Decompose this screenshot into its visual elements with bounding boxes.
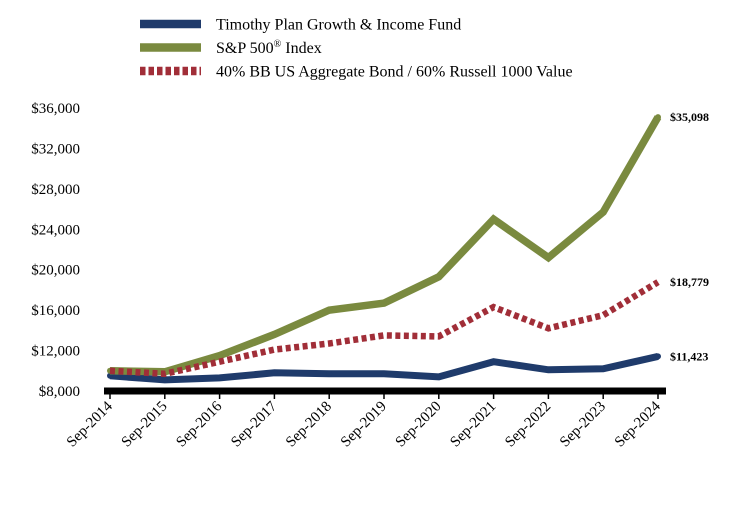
data-point: [545, 366, 552, 373]
data-label-40-bb-us-aggregate-bond-60-russell-1000-value: $18,779: [670, 275, 709, 289]
y-tick-label: $8,000: [39, 384, 80, 400]
y-tick-label: $36,000: [31, 101, 80, 117]
x-tick-label: Sep-2019: [338, 399, 390, 451]
y-tick-label: $24,000: [31, 222, 80, 238]
x-tick-label: Sep-2017: [228, 398, 280, 450]
data-point: [326, 341, 332, 347]
data-point: [655, 279, 661, 285]
data-point: [381, 332, 387, 338]
data-point: [655, 353, 661, 360]
x-tick-label: Sep-2018: [283, 399, 335, 451]
legend-label-part: Index: [281, 40, 321, 57]
x-tick-label: Sep-2023: [557, 399, 609, 451]
data-labels: $11,423 $35,098 $18,779: [670, 110, 709, 363]
x-tick-label: Sep-2021: [447, 399, 499, 451]
data-point: [655, 114, 661, 121]
data-point: [271, 347, 277, 353]
data-point: [216, 374, 223, 381]
data-point: [216, 352, 223, 359]
data-point: [107, 368, 113, 374]
data-point: [435, 373, 442, 380]
data-point: [161, 376, 168, 383]
data-label-timothy-plan-growth-income-fund: $11,423: [670, 349, 708, 363]
legend-entry-blended-benchmark: 40% BB US Aggregate Bond / 60% Russell 1…: [140, 64, 573, 81]
series-s-p-500-index: [107, 114, 662, 376]
y-tick-label: $32,000: [31, 141, 80, 157]
data-point: [435, 273, 442, 280]
legend-entry-sp500: S&P 500® Index: [140, 39, 322, 57]
data-point: [326, 307, 333, 314]
data-point: [600, 209, 607, 216]
y-tick-label: $20,000: [31, 263, 80, 279]
series-timothy-plan-growth-income-fund: [107, 352, 661, 384]
data-point: [545, 325, 551, 331]
x-tick-label: Sep-2020: [393, 399, 445, 451]
data-point: [545, 254, 552, 261]
x-tick-label: Sep-2016: [173, 398, 225, 450]
data-point: [381, 370, 387, 377]
data-point: [600, 312, 606, 318]
data-point: [271, 331, 278, 338]
data-point: [436, 333, 442, 339]
legend-label-part: S&P 500: [216, 40, 274, 57]
x-tick-label: Sep-2014: [64, 398, 116, 450]
series-group: [107, 114, 662, 384]
data-point: [217, 359, 223, 365]
data-label-s-p-500-index: $35,098: [670, 110, 709, 124]
y-tick-label: $28,000: [31, 182, 80, 198]
data-point: [490, 358, 497, 365]
x-tick-label: Sep-2015: [119, 399, 171, 451]
series-line-40-bb-us-aggregate-bond-60-russell-1000-value: [109, 279, 660, 378]
y-tick-label: $16,000: [31, 303, 80, 319]
data-point: [600, 365, 607, 372]
data-point: [490, 216, 497, 223]
legend-entry-timothy-plan: Timothy Plan Growth & Income Fund: [140, 17, 461, 34]
x-tick-label: Sep-2024: [612, 398, 664, 450]
registered-mark: ®: [274, 39, 282, 50]
legend-label-blended-benchmark: 40% BB US Aggregate Bond / 60% Russell 1…: [216, 64, 573, 81]
y-axis: $8,000 $12,000 $16,000 $20,000 $24,000 $28,00…: [31, 101, 80, 400]
legend-label-timothy-plan: Timothy Plan Growth & Income Fund: [216, 17, 461, 34]
data-point: [271, 369, 278, 376]
x-tick-label: Sep-2022: [502, 399, 554, 451]
data-point: [381, 300, 387, 307]
data-point: [326, 370, 333, 377]
legend-label-sp500: S&P 500® Index: [216, 39, 322, 57]
legend: Timothy Plan Growth & Income Fund S&P 50…: [140, 17, 573, 81]
x-axis: Sep-2014 Sep-2015 Sep-2016 Sep-2017 Sep-2018…: [64, 387, 666, 451]
series-40-bb-us-aggregate-bond-60-russell-1000-value: [107, 279, 661, 378]
data-point: [491, 304, 497, 310]
y-tick-label: $12,000: [31, 344, 80, 360]
data-point: [162, 371, 168, 377]
